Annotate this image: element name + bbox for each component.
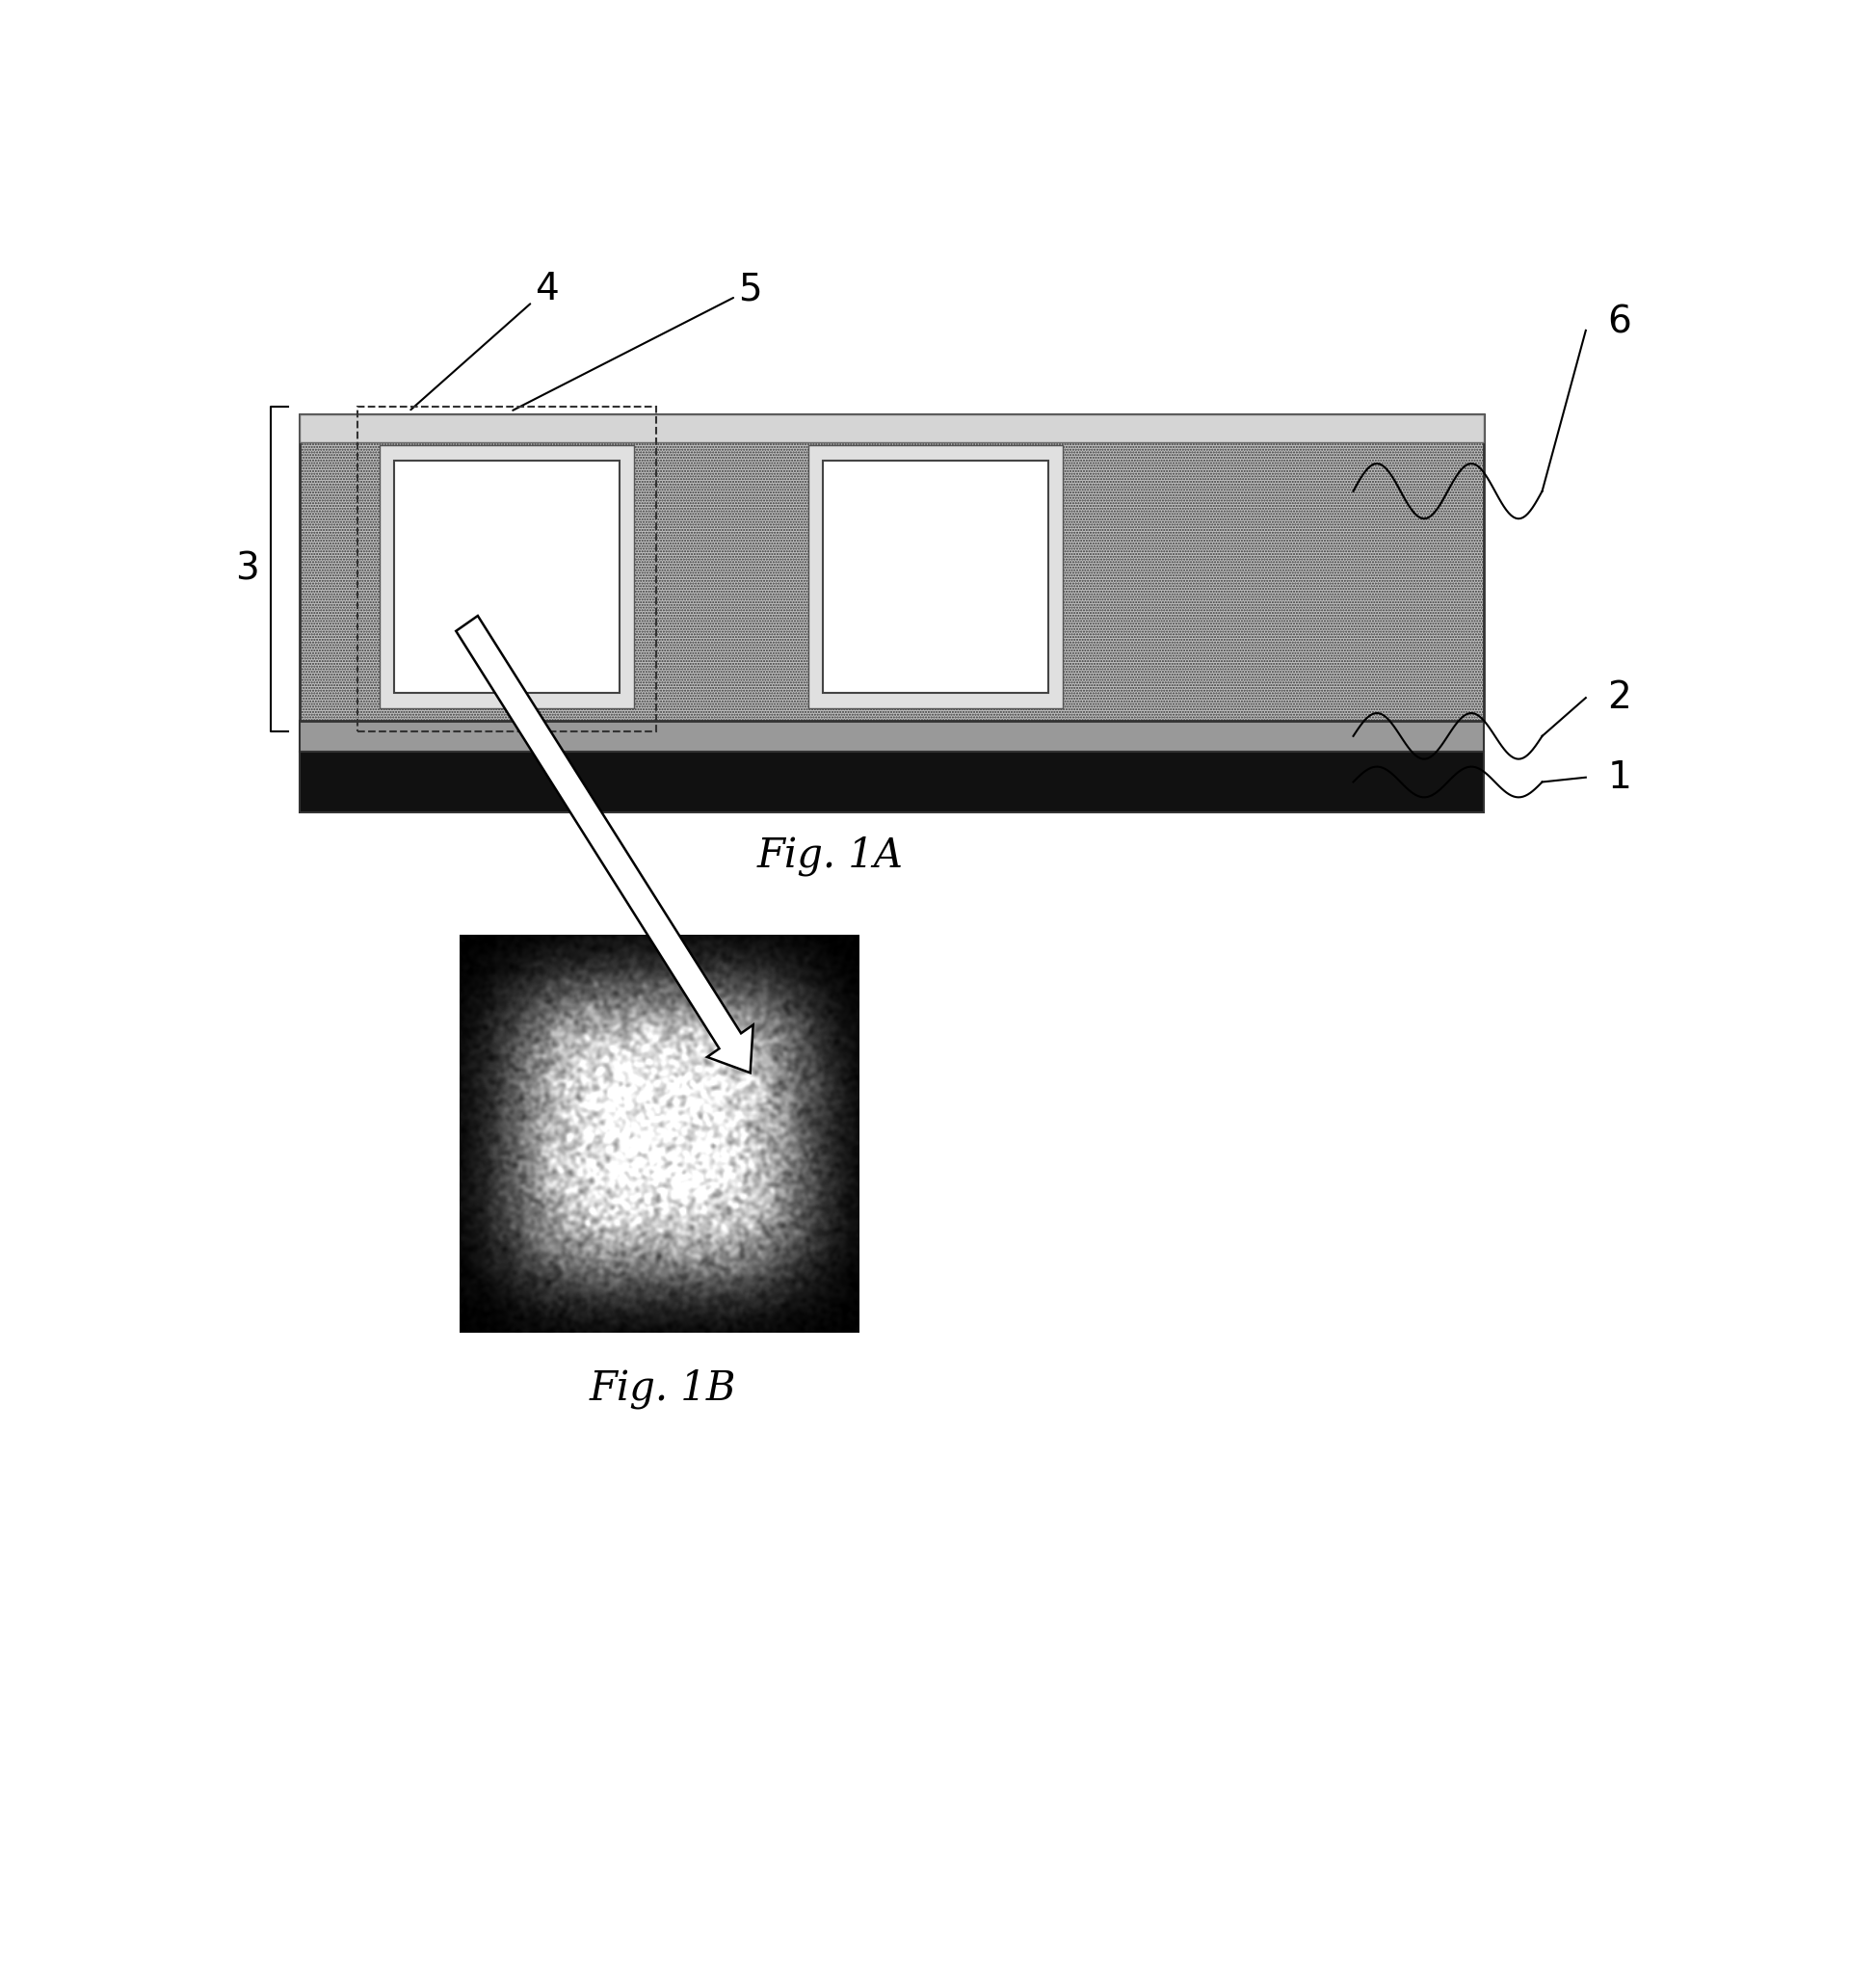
Bar: [808, 445, 1063, 708]
Text: 4: 4: [411, 270, 559, 410]
Text: 5: 5: [514, 270, 761, 410]
Bar: [300, 415, 1485, 441]
Bar: [381, 445, 634, 708]
Text: 1: 1: [1607, 759, 1631, 795]
Text: 6: 6: [1607, 304, 1631, 342]
Bar: [358, 408, 656, 732]
Text: 2: 2: [1607, 680, 1631, 716]
Text: 3: 3: [234, 551, 259, 588]
Text: Fig. 1B: Fig. 1B: [589, 1368, 737, 1409]
Bar: [823, 461, 1048, 694]
Bar: [394, 461, 619, 694]
Text: Fig. 1A: Fig. 1A: [758, 835, 904, 877]
Bar: [300, 751, 1485, 813]
Bar: [300, 415, 1485, 722]
Bar: [300, 722, 1485, 751]
FancyArrow shape: [456, 616, 754, 1074]
